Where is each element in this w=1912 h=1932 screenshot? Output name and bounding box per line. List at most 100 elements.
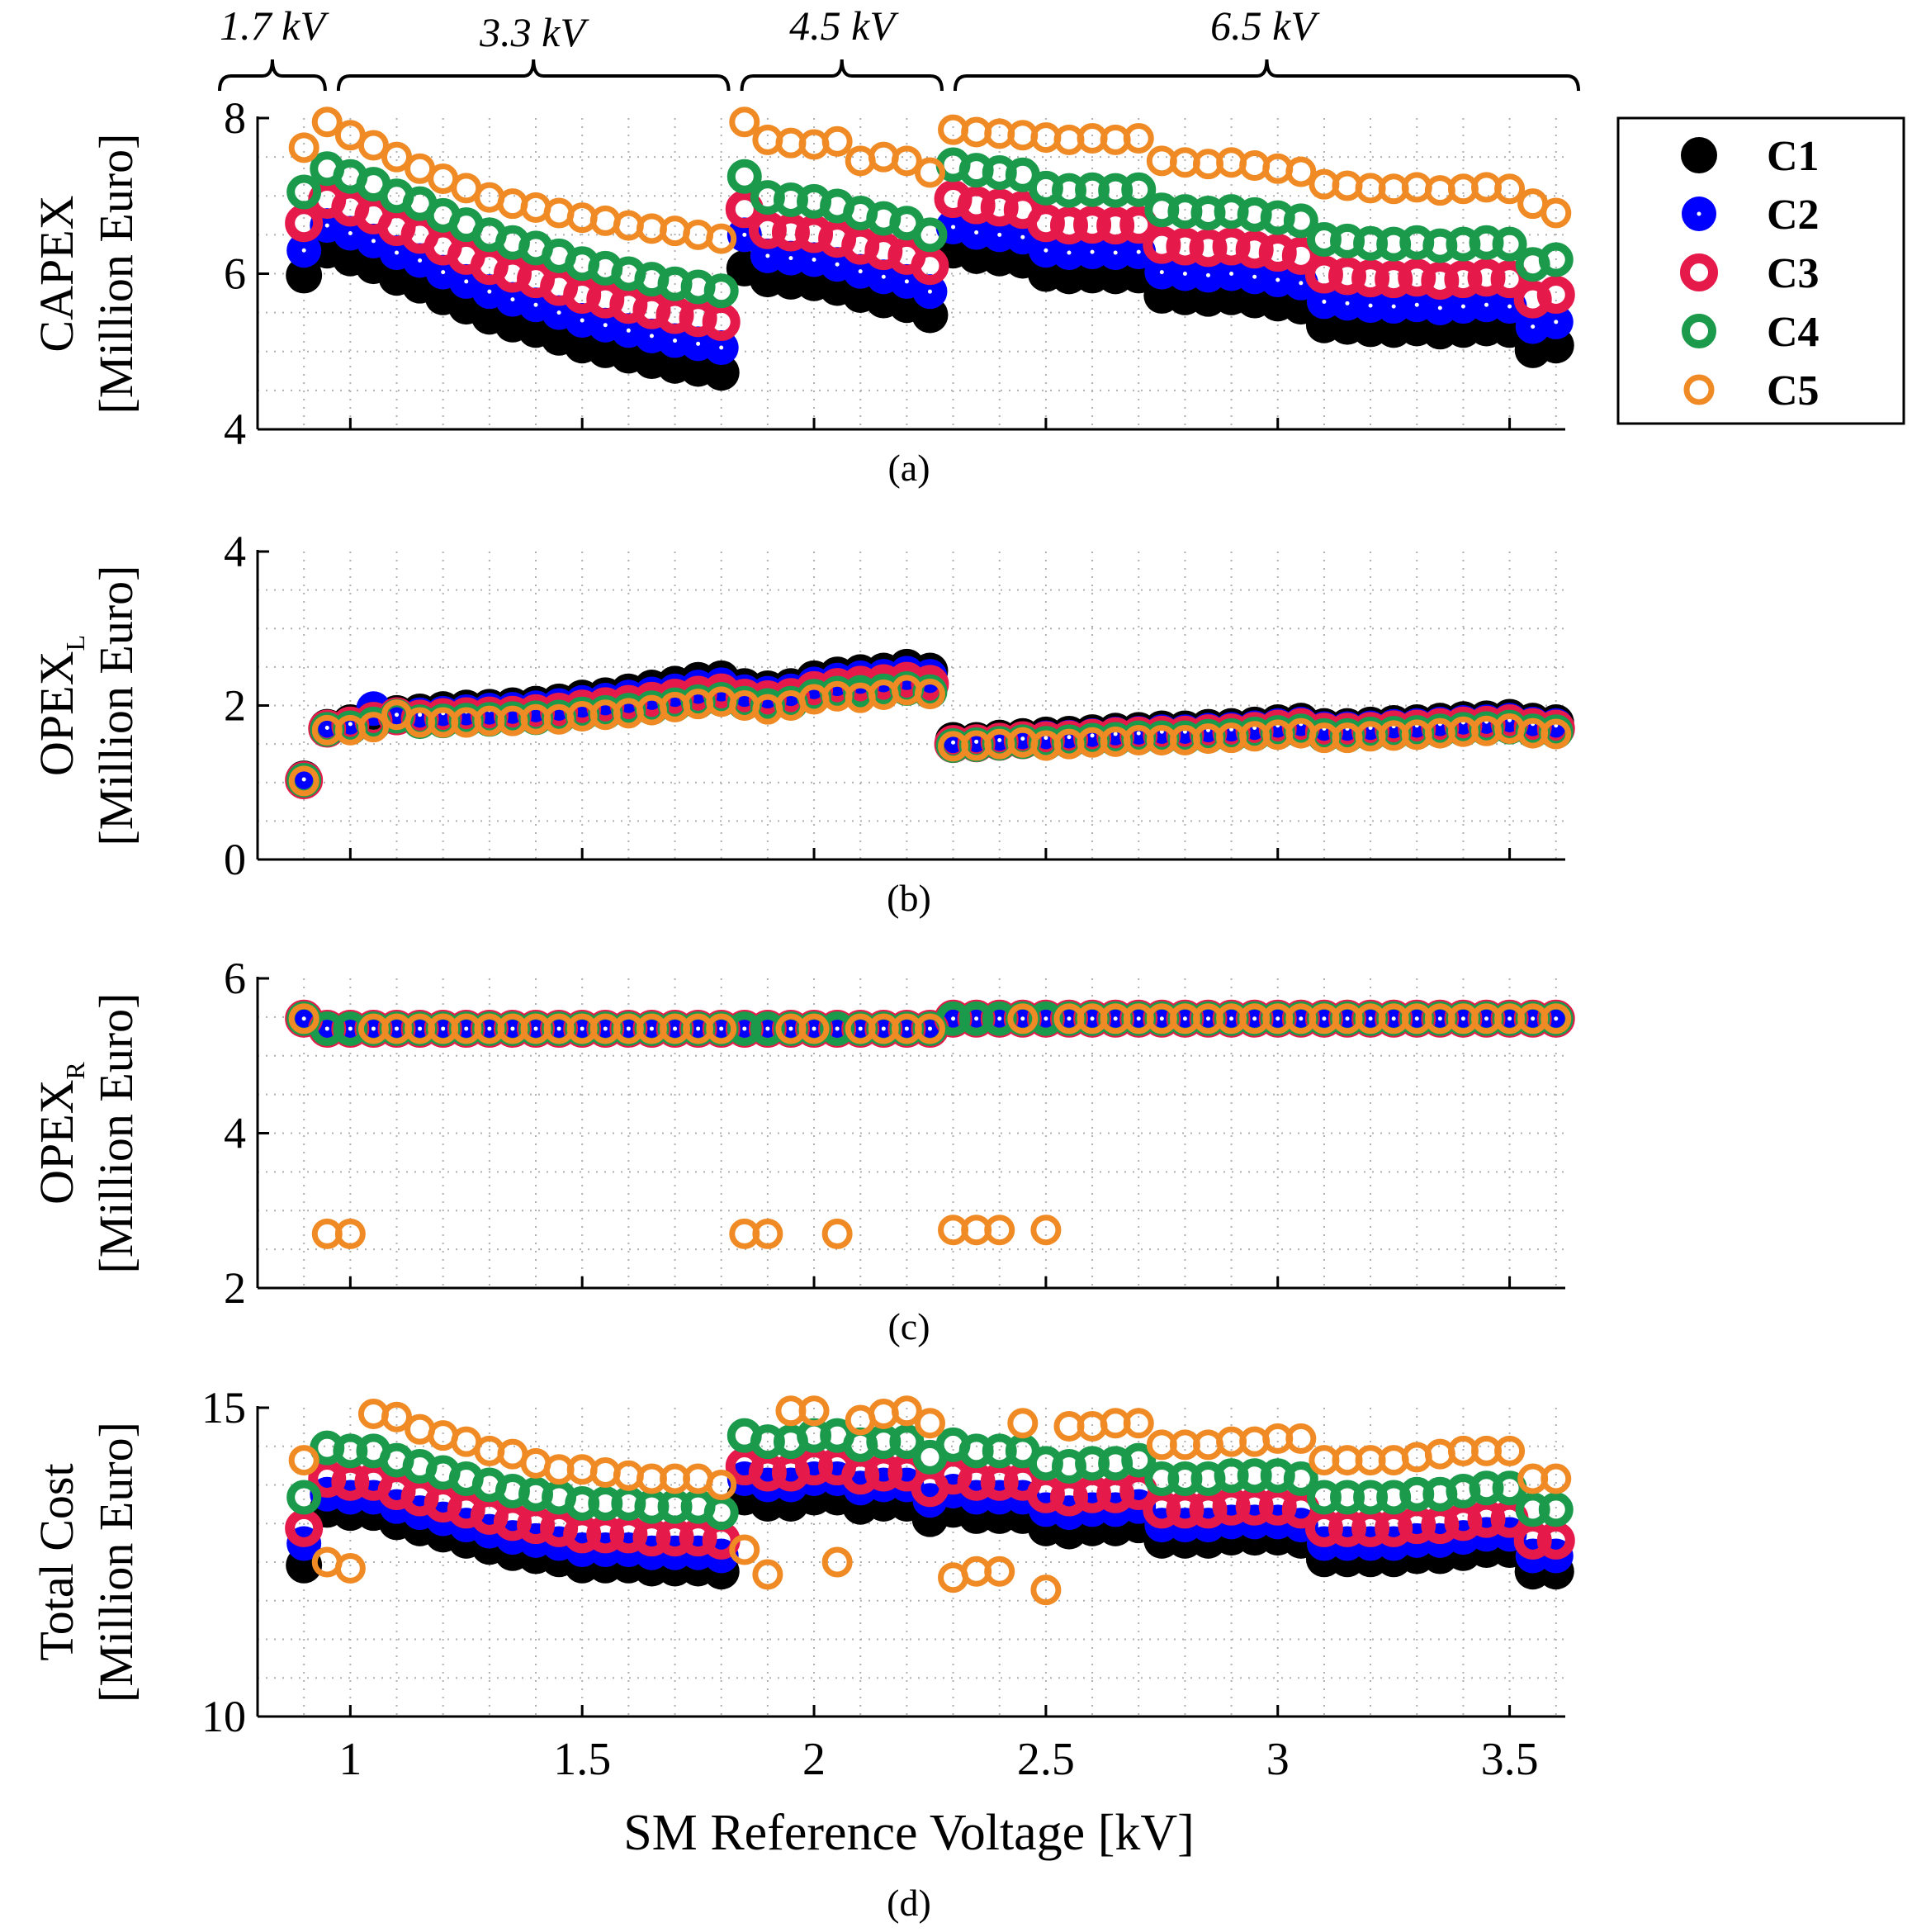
legend-marker-c3 [1680, 253, 1718, 291]
marker-dot-c2 [719, 345, 724, 350]
marker-dot-c2 [324, 1026, 329, 1031]
marker-c5 [288, 1445, 319, 1476]
marker-dot-c2 [301, 248, 306, 253]
marker-dot-c2 [1531, 324, 1536, 329]
marker-dot-c2 [1090, 733, 1095, 738]
marker-dot-c2 [951, 1016, 956, 1021]
panel-label-d: (d) [887, 1882, 931, 1924]
marker-c1 [286, 257, 323, 294]
marker-c5 [1285, 1423, 1317, 1454]
marker-dot-c2 [348, 230, 353, 235]
voltage-class-bracket: 1.7 kV 3.3 kV 4.5 kV 6.5 kV [218, 2, 1580, 92]
marker-dot-c2 [1275, 1016, 1280, 1021]
marker-c5 [984, 1215, 1015, 1246]
marker-dot-c2 [881, 274, 886, 279]
marker-dot-c2 [927, 1026, 932, 1031]
marker-dot-c2 [1020, 234, 1025, 239]
y-tick-label: 2 [224, 681, 246, 731]
marker-dot-c2 [1136, 249, 1141, 254]
marker-c5 [914, 679, 945, 710]
marker-c5 [1540, 1003, 1572, 1035]
y-tick-label: 10 [201, 1692, 246, 1741]
marker-c5 [311, 107, 343, 138]
marker-dot-c2 [1020, 736, 1025, 741]
marker-dot-c2 [835, 262, 840, 267]
marker-dot-c2 [997, 737, 1002, 742]
panel-opex-l: 0 2 4 OPEXL [Million Euro] (b) [30, 527, 1575, 919]
bracket-label-4-5kv: 4.5 kV [789, 2, 899, 49]
marker-c1 [703, 354, 740, 391]
marker-dot-c2 [1554, 1016, 1559, 1021]
marker-dot-c2 [858, 269, 863, 274]
marker-c5 [729, 1534, 760, 1565]
marker-dot-c2 [1414, 1016, 1419, 1021]
x-tick-label: 1.5 [553, 1734, 611, 1785]
marker-dot-c2 [418, 713, 423, 717]
marker-c3 [702, 302, 741, 341]
marker-dot-c2 [395, 1026, 400, 1031]
legend-label-c5: C5 [1767, 367, 1820, 414]
marker-dot-c2 [1507, 304, 1512, 309]
marker-dot-c2 [649, 334, 654, 339]
marker-dot-c2 [1090, 249, 1095, 254]
marker-c5 [891, 1395, 922, 1427]
marker-dot-c2 [673, 1026, 678, 1031]
marker-dot-c2 [673, 339, 678, 343]
marker-dot-c2 [371, 239, 376, 244]
marker-dot-c2 [1044, 1016, 1048, 1021]
ylabel-opex-r: OPEXR [30, 1061, 90, 1204]
marker-dot-c2 [1113, 250, 1118, 255]
panel-opex-r: 2 4 6 OPEXR [Million Euro] (c) [30, 954, 1575, 1347]
legend-marker-c5 [1683, 374, 1715, 405]
marker-dot-c2 [1044, 736, 1048, 741]
marker-dot-c2 [1345, 301, 1350, 305]
marker-c5 [1540, 197, 1572, 229]
marker-c4 [286, 1480, 322, 1515]
marker-c4 [703, 1495, 739, 1531]
marker-dot-c2 [464, 279, 469, 284]
marker-dot-c2 [580, 318, 584, 323]
marker-dot-c2 [1484, 1016, 1489, 1021]
bracket-label-6-5kv: 6.5 kV [1210, 2, 1320, 49]
marker-c5 [706, 1013, 737, 1044]
ylabel-opex-r-unit: [Million Euro] [89, 993, 143, 1274]
marker-c5 [798, 1395, 830, 1427]
y-tick-label: 6 [224, 954, 246, 1003]
marker-dot-c2 [371, 1026, 376, 1031]
marker-c5 [381, 141, 413, 173]
marker-c5 [1285, 156, 1317, 187]
marker-dot-c2 [556, 1026, 561, 1031]
marker-c5 [1030, 1215, 1062, 1246]
marker-dot-c2 [997, 232, 1002, 237]
markers-total-cost [285, 1395, 1575, 1606]
marker-dot-c2 [1113, 1016, 1118, 1021]
legend: C1 C2 C3 C4 C5 [1616, 116, 1905, 425]
marker-dot-c2 [1507, 1016, 1512, 1021]
marker-dot-c2 [556, 310, 561, 315]
marker-dot-c2 [997, 1016, 1002, 1021]
marker-dot-c2 [1205, 1016, 1210, 1021]
marker-dot-c2 [464, 1026, 469, 1031]
marker-dot-c2 [1484, 302, 1489, 307]
marker-c5 [1123, 1408, 1154, 1439]
legend-label-c1: C1 [1767, 133, 1820, 180]
marker-c4 [1283, 203, 1318, 239]
marker-c5 [891, 145, 922, 177]
marker-dot-c2 [395, 250, 400, 255]
marker-dot-c2 [1391, 1016, 1396, 1021]
marker-dot-c2 [301, 1016, 306, 1021]
x-tick-label: 2.5 [1017, 1734, 1075, 1785]
y-tick-label: 2 [224, 1263, 246, 1313]
x-tick-label: 3 [1266, 1734, 1290, 1785]
marker-dot-c2 [1113, 732, 1118, 736]
marker-dot-c2 [441, 1026, 446, 1031]
marker-dot-c2 [1414, 302, 1419, 307]
marker-dot-c2 [1322, 299, 1327, 304]
marker-dot-c2 [441, 270, 446, 275]
marker-c4 [286, 174, 322, 210]
marker-c5 [1123, 123, 1154, 154]
legend-marker-c4 [1682, 314, 1716, 348]
marker-c5 [798, 1013, 830, 1044]
y-tick-label: 6 [224, 249, 246, 299]
